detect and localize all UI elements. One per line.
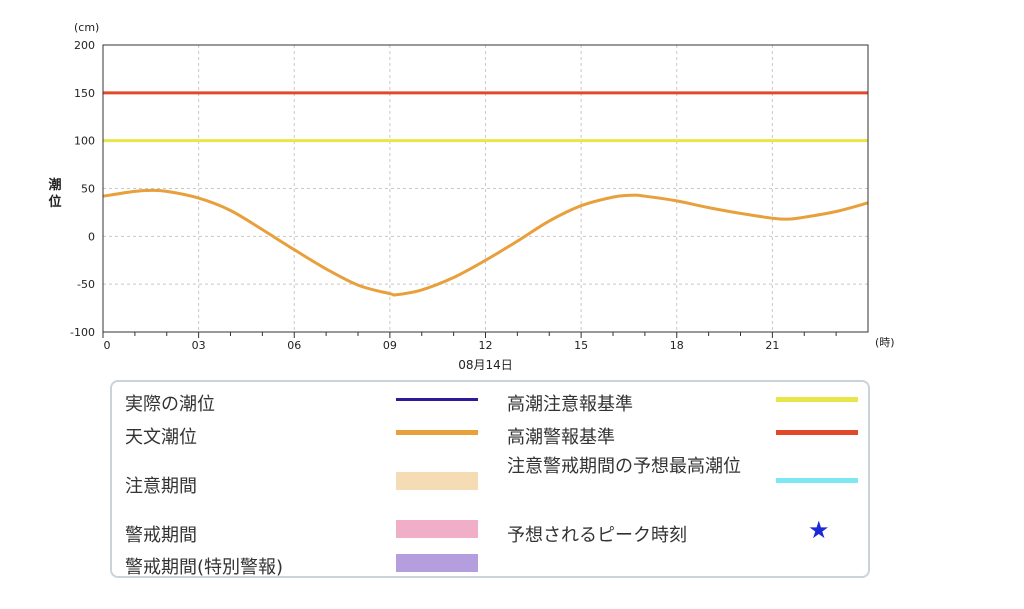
legend-item-special-warning-period-label: 警戒期間(特別警報) (125, 557, 284, 578)
y-tick-label: 150 (74, 87, 95, 100)
x-tick-label: 03 (192, 339, 206, 352)
y-tick-labels: 200 150 100 50 0 -50 -100 (70, 39, 95, 339)
x-tick-label: 0 (104, 339, 111, 352)
legend-swatch-advisory-level (776, 397, 858, 402)
x-tick-labels: 0 03 06 09 12 15 18 21 (102, 332, 837, 352)
reference-lines (103, 91, 868, 143)
legend-item-astronomical-tide-label: 天文潮位 (125, 427, 197, 448)
grid-lines (103, 44, 868, 333)
x-tick-label: 21 (765, 339, 779, 352)
x-tick-label: 06 (287, 339, 301, 352)
date-label: 08月14日 (458, 358, 513, 372)
y-tick-label: 100 (74, 135, 95, 148)
series-lines (102, 188, 869, 297)
legend-item-caution-period-label: 注意期間 (125, 476, 197, 497)
legend-swatch-astronomical-tide (396, 430, 478, 435)
x-tick-label: 12 (479, 339, 493, 352)
legend-swatch-special-warning-period (396, 554, 478, 572)
y-tick-label: 50 (81, 183, 95, 196)
legend-swatch-actual-tide (396, 398, 478, 401)
legend: 実際の潮位 天文潮位 注意期間 警戒期間 警戒期間(特別警報) 高潮注意報基準 … (110, 380, 870, 578)
legend-item-peak-time-label: 予想されるピーク時刻 (507, 525, 687, 546)
legend-item-advisory-level-label: 高潮注意報基準 (507, 394, 633, 415)
legend-swatch-warning-level (776, 430, 858, 435)
x-tick-label: 15 (574, 339, 588, 352)
legend-item-forecast-max-tide-label: 注意警戒期間の予想最高潮位 (507, 456, 741, 477)
x-unit-label: (時) (875, 336, 895, 349)
legend-item-warning-period-label: 警戒期間 (125, 525, 197, 546)
series-line (102, 188, 869, 297)
y-tick-label: -100 (70, 326, 95, 339)
legend-swatch-forecast-max-tide (776, 478, 858, 483)
legend-item-warning-level-label: 高潮警報基準 (507, 427, 615, 448)
y-tick-label: 200 (74, 39, 95, 52)
legend-swatch-caution-period (396, 472, 478, 490)
x-tick-label: 09 (383, 339, 397, 352)
tide-chart: 200 150 100 50 0 -50 -100 0 03 06 09 12 15 18 21 (cm)… (48, 21, 895, 372)
x-tick-label: 18 (670, 339, 684, 352)
y-axis-title: 潮位 (48, 177, 61, 210)
y-unit-label: (cm) (74, 21, 99, 34)
star-icon: ★ (808, 516, 830, 544)
y-tick-label: 0 (88, 230, 95, 243)
legend-swatch-warning-period (396, 520, 478, 538)
legend-item-actual-tide-label: 実際の潮位 (125, 394, 215, 415)
y-tick-label: -50 (77, 278, 95, 291)
